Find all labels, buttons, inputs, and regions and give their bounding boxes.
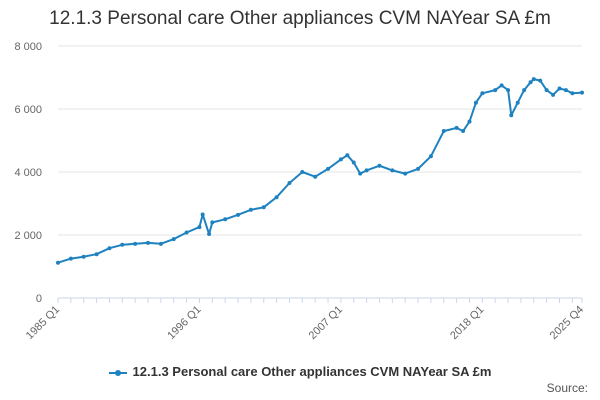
y-tick-label: 8 000 <box>14 41 42 53</box>
data-point <box>351 160 356 165</box>
data-point <box>563 88 568 93</box>
data-point <box>467 119 472 124</box>
data-point <box>364 168 369 173</box>
source-label: Source: <box>546 381 588 395</box>
data-point <box>56 260 60 265</box>
data-point <box>210 220 215 225</box>
x-tick-label: 2025 Q4 <box>548 304 586 342</box>
data-point <box>428 154 433 159</box>
legend-line-marker <box>108 369 127 376</box>
y-tick-label: 2 000 <box>14 230 42 242</box>
data-point <box>261 205 266 210</box>
x-tick-label: 1996 Q1 <box>165 304 203 342</box>
data-point <box>557 86 562 91</box>
data-point <box>480 91 485 96</box>
data-point <box>248 207 253 212</box>
data-point <box>473 100 478 105</box>
data-point <box>461 129 466 134</box>
data-point <box>531 77 536 82</box>
x-tick-label: 1985 Q1 <box>24 304 62 342</box>
y-tick-label: 0 <box>36 293 42 305</box>
grid-lines <box>58 45 582 236</box>
data-point <box>570 91 575 96</box>
data-point <box>506 88 511 93</box>
data-point <box>515 100 520 105</box>
data-point <box>133 241 138 246</box>
data-point <box>81 254 86 259</box>
data-point <box>551 92 556 97</box>
data-point <box>358 171 363 176</box>
data-point <box>509 113 514 118</box>
legend[interactable]: 12.1.3 Personal care Other appliances CV… <box>0 364 600 379</box>
data-point <box>326 166 331 171</box>
data-point <box>68 256 73 261</box>
data-point <box>338 157 343 162</box>
x-axis: 1985 Q1 1996 Q1 2007 Q1 2018 Q1 2025 Q4 <box>24 297 586 342</box>
data-point <box>274 195 279 200</box>
data-point <box>345 153 350 158</box>
y-tick-label: 4 000 <box>14 167 42 179</box>
data-point <box>200 212 205 217</box>
data-point <box>184 230 189 235</box>
data-point <box>377 163 382 168</box>
plot-area <box>56 77 584 265</box>
data-point <box>403 171 408 176</box>
data-point <box>390 168 395 173</box>
data-point <box>313 174 318 179</box>
data-point <box>158 241 163 246</box>
y-tick-label: 6 000 <box>14 104 42 116</box>
data-point <box>207 232 212 237</box>
data-point <box>416 166 421 171</box>
x-tick-label: 2007 Q1 <box>307 304 345 342</box>
data-point <box>171 237 176 242</box>
data-point <box>120 242 125 247</box>
data-point <box>499 83 504 88</box>
data-point <box>454 125 459 130</box>
data-point <box>441 129 446 134</box>
data-point <box>522 88 527 93</box>
x-tick-label: 2018 Q1 <box>448 304 486 342</box>
data-point <box>94 252 99 257</box>
data-point <box>528 80 533 85</box>
data-point <box>300 170 305 174</box>
data-point <box>107 246 112 251</box>
data-point <box>287 181 292 186</box>
data-point <box>544 88 549 93</box>
data-point <box>236 212 241 217</box>
data-point <box>223 217 228 222</box>
data-point <box>146 240 151 245</box>
y-axis: 0 2 000 4 000 6 000 8 000 <box>14 41 42 305</box>
data-point <box>493 88 498 93</box>
data-point <box>580 90 584 95</box>
data-point <box>538 78 543 83</box>
data-point <box>197 225 202 230</box>
legend-series-label: 12.1.3 Personal care Other appliances CV… <box>132 364 492 379</box>
chart-title: 12.1.3 Personal care Other appliances CV… <box>49 8 551 29</box>
